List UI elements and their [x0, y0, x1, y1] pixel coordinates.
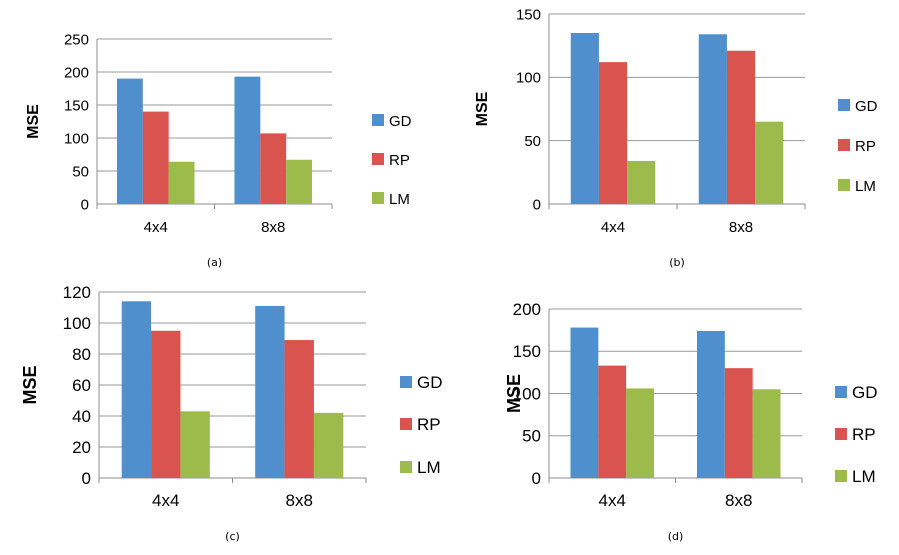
legend-label-lm: LM [852, 467, 876, 486]
chart-panel-a: 0 50 100 150 200 250 4x4 8x8 MSE GD RP LM (a) [25, 31, 412, 269]
y-axis-label: MSE [474, 91, 491, 126]
legend-swatch-gd [838, 99, 850, 111]
y-tick-label: 0 [532, 469, 541, 488]
chart-caption: (d) [668, 530, 684, 543]
y-tick-label: 20 [72, 438, 91, 457]
bar-rp-4x4 [598, 62, 628, 205]
bar-lm-8x8 [752, 389, 781, 478]
x-tick-label: 8x8 [261, 219, 285, 236]
legend-label-lm: LM [417, 458, 441, 477]
legend-label-gd: GD [852, 383, 878, 402]
chart-panel-d: 0 50 100 150 200 4x4 8x8 MSE GD RP LM (d) [504, 300, 878, 543]
y-tick-label: 40 [72, 407, 91, 426]
y-tick-label: 50 [522, 427, 541, 446]
chart-caption: (b) [669, 256, 685, 269]
legend-swatch-gd [372, 114, 384, 126]
x-tick-label: 4x4 [599, 491, 626, 510]
y-tick-label: 250 [64, 31, 89, 48]
y-tick-label: 200 [64, 64, 89, 81]
y-tick-label: 100 [63, 314, 91, 333]
bar-gd-8x8 [697, 330, 725, 478]
y-tick-label: 60 [72, 376, 91, 395]
y-tick-label: 0 [81, 196, 89, 213]
y-tick-label: 100 [513, 384, 541, 403]
bar-gd-8x8 [255, 305, 285, 478]
y-tick-label: 0 [533, 196, 541, 213]
legend-label-gd: GD [855, 98, 878, 115]
bar-gd-8x8 [698, 34, 727, 205]
x-tick-label: 8x8 [729, 219, 753, 236]
bar-rp-4x4 [142, 111, 169, 204]
bar-gd-4x4 [121, 301, 152, 478]
legend-swatch-rp [838, 139, 850, 151]
legend-swatch-rp [835, 428, 847, 440]
y-tick-label: 50 [72, 163, 89, 180]
bar-lm-4x4 [627, 160, 656, 204]
legend-label-rp: RP [389, 152, 410, 169]
bar-gd-4x4 [570, 33, 599, 204]
legend-label-gd: GD [417, 373, 443, 392]
chart-caption: (c) [225, 530, 240, 543]
legend-label-rp: RP [855, 138, 876, 155]
y-axis-label: MSE [20, 365, 40, 404]
legend-swatch-gd [835, 386, 847, 398]
legend-label-lm: LM [389, 191, 410, 208]
legend-swatch-gd [400, 376, 412, 388]
bar-gd-8x8 [234, 76, 261, 204]
y-tick-label: 150 [64, 97, 89, 114]
bar-gd-4x4 [116, 78, 143, 204]
bar-rp-8x8 [284, 340, 314, 478]
bar-rp-8x8 [726, 50, 756, 204]
y-axis-label: MSE [504, 374, 524, 413]
y-tick-label: 100 [64, 130, 89, 147]
legend-label-rp: RP [852, 425, 876, 444]
bar-lm-4x4 [626, 388, 654, 478]
chart-caption: (a) [207, 256, 222, 269]
legend-swatch-lm [372, 192, 384, 204]
bar-lm-8x8 [286, 159, 313, 204]
bar-rp-8x8 [724, 368, 753, 478]
y-tick-label: 150 [516, 6, 541, 23]
y-tick-label: 200 [513, 300, 541, 319]
x-tick-label: 8x8 [725, 491, 752, 510]
y-tick-label: 150 [513, 342, 541, 361]
x-tick-label: 4x4 [601, 219, 625, 236]
y-axis-label: MSE [25, 104, 42, 139]
y-tick-label: 50 [524, 133, 541, 150]
chart-panel-b: 0 50 100 150 4x4 8x8 MSE GD RP LM (b) [474, 6, 878, 269]
legend-swatch-rp [372, 153, 384, 165]
legend-label-rp: RP [417, 415, 441, 434]
legend-swatch-lm [400, 461, 412, 473]
bar-lm-4x4 [180, 411, 210, 478]
legend-label-lm: LM [855, 178, 876, 195]
bar-gd-4x4 [570, 327, 599, 478]
bar-rp-4x4 [151, 330, 181, 478]
legend-label-gd: GD [389, 113, 412, 130]
y-tick-label: 80 [72, 345, 91, 364]
y-tick-label: 0 [82, 469, 91, 488]
y-tick-label: 120 [63, 283, 91, 302]
x-tick-label: 8x8 [286, 491, 313, 510]
bar-rp-8x8 [260, 133, 287, 204]
y-tick-label: 100 [516, 70, 541, 87]
x-tick-label: 4x4 [144, 219, 168, 236]
legend-swatch-rp [400, 418, 412, 430]
chart-panel-c: 0 20 40 60 80 100 120 4x4 8x8 MSE GD RP LM (c) [20, 283, 443, 543]
bar-lm-4x4 [168, 161, 195, 204]
bar-rp-4x4 [598, 365, 627, 478]
legend-swatch-lm [835, 470, 847, 482]
bar-lm-8x8 [755, 121, 784, 204]
bar-lm-8x8 [313, 412, 344, 478]
legend-swatch-lm [838, 179, 850, 191]
x-tick-label: 4x4 [152, 491, 179, 510]
